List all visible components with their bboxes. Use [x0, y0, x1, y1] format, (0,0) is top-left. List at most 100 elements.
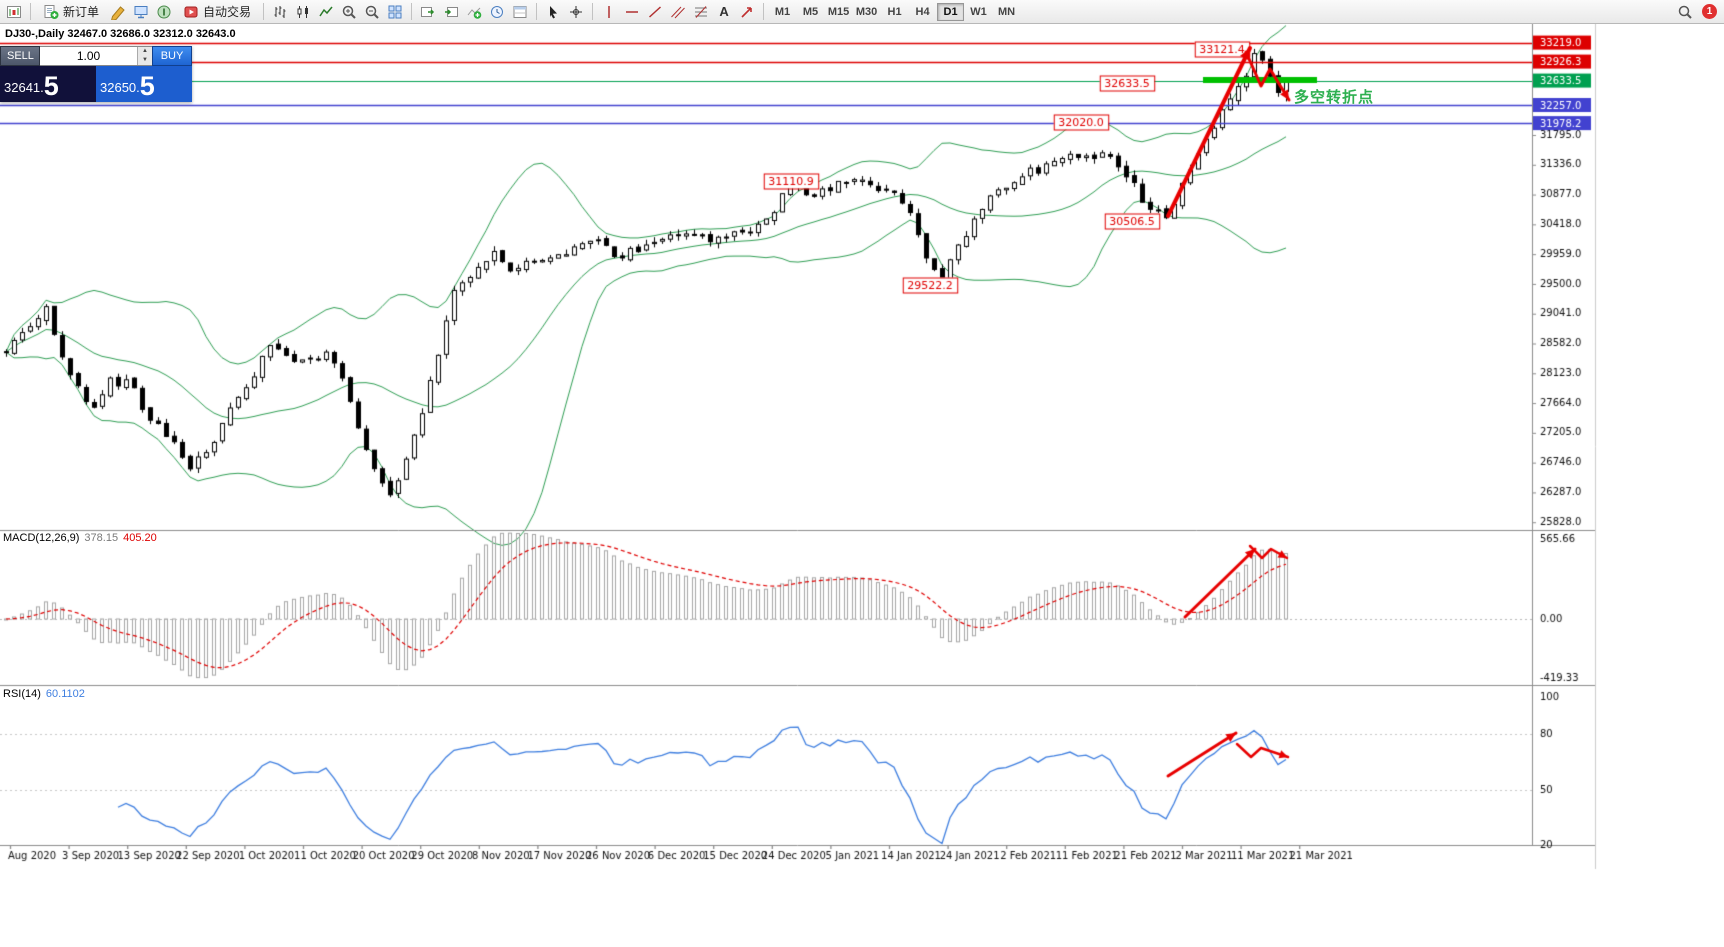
macd-indicator-label: MACD(12,26,9) 378.15 405.20 — [3, 532, 157, 544]
timeframe-h4[interactable]: H4 — [909, 3, 936, 21]
timeframe-m5[interactable]: M5 — [797, 3, 824, 21]
timeframe-h1[interactable]: H1 — [881, 3, 908, 21]
auto-trading-button[interactable]: 自动交易 — [176, 2, 258, 22]
toolbar-separator — [763, 3, 765, 20]
search-icon — [1678, 5, 1692, 19]
text-label-button[interactable]: A — [713, 2, 735, 22]
horizontal-line-button[interactable] — [621, 2, 643, 22]
metaeditor-icon — [111, 5, 125, 20]
toolbar-separator — [536, 3, 538, 20]
macd-name: MACD(12,26,9) — [3, 532, 80, 544]
toolbar-separator — [411, 3, 413, 20]
one-click-trading-panel: SELL ▲ ▼ BUY 32641. 5 32650. 5 — [0, 46, 192, 102]
toolbar-separator — [263, 3, 265, 20]
zoom-out-button[interactable] — [361, 2, 383, 22]
buy-price-main: 32650. — [100, 80, 140, 95]
toolbar-separator — [30, 3, 31, 20]
trendline-button[interactable] — [644, 2, 666, 22]
auto-scroll-button[interactable] — [417, 2, 439, 22]
cursor-button[interactable] — [542, 2, 564, 22]
equidistant-channel-button[interactable] — [667, 2, 689, 22]
price-chart-canvas[interactable] — [0, 24, 1724, 947]
vertical-line-button[interactable] — [598, 2, 620, 22]
cursor-icon — [550, 5, 558, 18]
templates-icon — [513, 5, 527, 18]
new-chart-icon — [7, 5, 21, 18]
candlestick-chart-button[interactable] — [292, 2, 314, 22]
buy-price-big-digit: 5 — [139, 71, 155, 101]
periods-button[interactable] — [486, 2, 508, 22]
timeframe-d1[interactable]: D1 — [937, 2, 965, 21]
sell-price-main: 32641. — [4, 80, 44, 95]
trendline-icon — [649, 5, 662, 18]
zoom-in-icon — [342, 5, 356, 19]
crosshair-button[interactable] — [565, 2, 587, 22]
candlestick-chart-icon — [297, 5, 309, 18]
line-chart-button[interactable] — [315, 2, 337, 22]
buy-price[interactable]: 32650. 5 — [96, 66, 192, 102]
volume-spinner: ▲ ▼ — [137, 47, 152, 65]
auto-trading-icon — [184, 6, 198, 17]
templates-button[interactable] — [509, 2, 531, 22]
volume-input[interactable] — [40, 47, 137, 65]
tile-windows-icon — [388, 5, 402, 18]
rsi-indicator-label: RSI(14) 60.1102 — [3, 688, 85, 700]
data-window-button[interactable] — [153, 2, 175, 22]
one-click-prices: 32641. 5 32650. 5 — [0, 66, 192, 102]
timeframe-mn[interactable]: MN — [993, 3, 1020, 21]
toolbar-right-group: 1 — [1674, 2, 1721, 22]
chart-shift-icon — [445, 6, 459, 17]
volume-down-button[interactable]: ▼ — [138, 56, 152, 65]
indicators-button[interactable] — [463, 2, 485, 22]
main-toolbar: 新订单 自动交易 — [0, 0, 1724, 24]
data-window-icon — [157, 5, 171, 18]
text-tool-icon: A — [719, 4, 729, 19]
auto-scroll-icon — [421, 6, 435, 17]
fibonacci-icon — [695, 5, 708, 18]
indicators-icon — [467, 7, 482, 19]
market-watch-button[interactable] — [130, 2, 152, 22]
new-chart-button[interactable] — [3, 2, 25, 22]
arrows-tool-button[interactable] — [736, 2, 758, 22]
search-button[interactable] — [1674, 2, 1696, 22]
timeframe-m15[interactable]: M15 — [825, 3, 852, 21]
tile-windows-button[interactable] — [384, 2, 406, 22]
channel-icon — [671, 6, 685, 18]
macd-main-value: 378.15 — [84, 532, 119, 544]
new-order-button[interactable]: 新订单 — [36, 2, 106, 22]
horizontal-line-icon — [626, 10, 639, 13]
chart-shift-button[interactable] — [440, 2, 462, 22]
sell-price[interactable]: 32641. 5 — [0, 66, 96, 102]
one-click-controls: SELL ▲ ▼ BUY — [0, 46, 192, 66]
clock-icon — [491, 5, 504, 18]
volume-up-button[interactable]: ▲ — [138, 47, 152, 56]
macd-signal-value: 405.20 — [123, 532, 157, 544]
metaeditor-button[interactable] — [107, 2, 129, 22]
notification-badge[interactable]: 1 — [1702, 4, 1717, 19]
timeframe-w1[interactable]: W1 — [965, 3, 992, 21]
zoom-out-icon — [365, 5, 379, 19]
crosshair-icon — [570, 5, 583, 18]
market-watch-icon — [134, 5, 148, 18]
arrows-tool-icon — [741, 6, 752, 18]
zoom-in-button[interactable] — [338, 2, 360, 22]
buy-button[interactable]: BUY — [152, 46, 192, 66]
auto-trading-label: 自动交易 — [203, 5, 252, 19]
volume-box: ▲ ▼ — [40, 46, 152, 66]
new-order-label: 新订单 — [63, 5, 100, 19]
new-order-icon — [44, 4, 59, 19]
timeframe-m1[interactable]: M1 — [769, 3, 796, 21]
line-chart-icon — [319, 6, 333, 16]
sell-button[interactable]: SELL — [0, 46, 40, 66]
bar-chart-button[interactable] — [269, 2, 291, 22]
fibonacci-button[interactable] — [690, 2, 712, 22]
bar-chart-icon — [274, 5, 286, 18]
annotation-turning-point: 多空转折点 — [1294, 89, 1375, 106]
toolbar-separator — [592, 3, 594, 20]
rsi-name: RSI(14) — [3, 688, 41, 700]
chart-title: DJ30-,Daily 32467.0 32686.0 32312.0 3264… — [5, 28, 236, 40]
sell-price-big-digit: 5 — [43, 71, 59, 101]
vertical-line-icon — [608, 5, 610, 18]
timeframe-m30[interactable]: M30 — [853, 3, 880, 21]
